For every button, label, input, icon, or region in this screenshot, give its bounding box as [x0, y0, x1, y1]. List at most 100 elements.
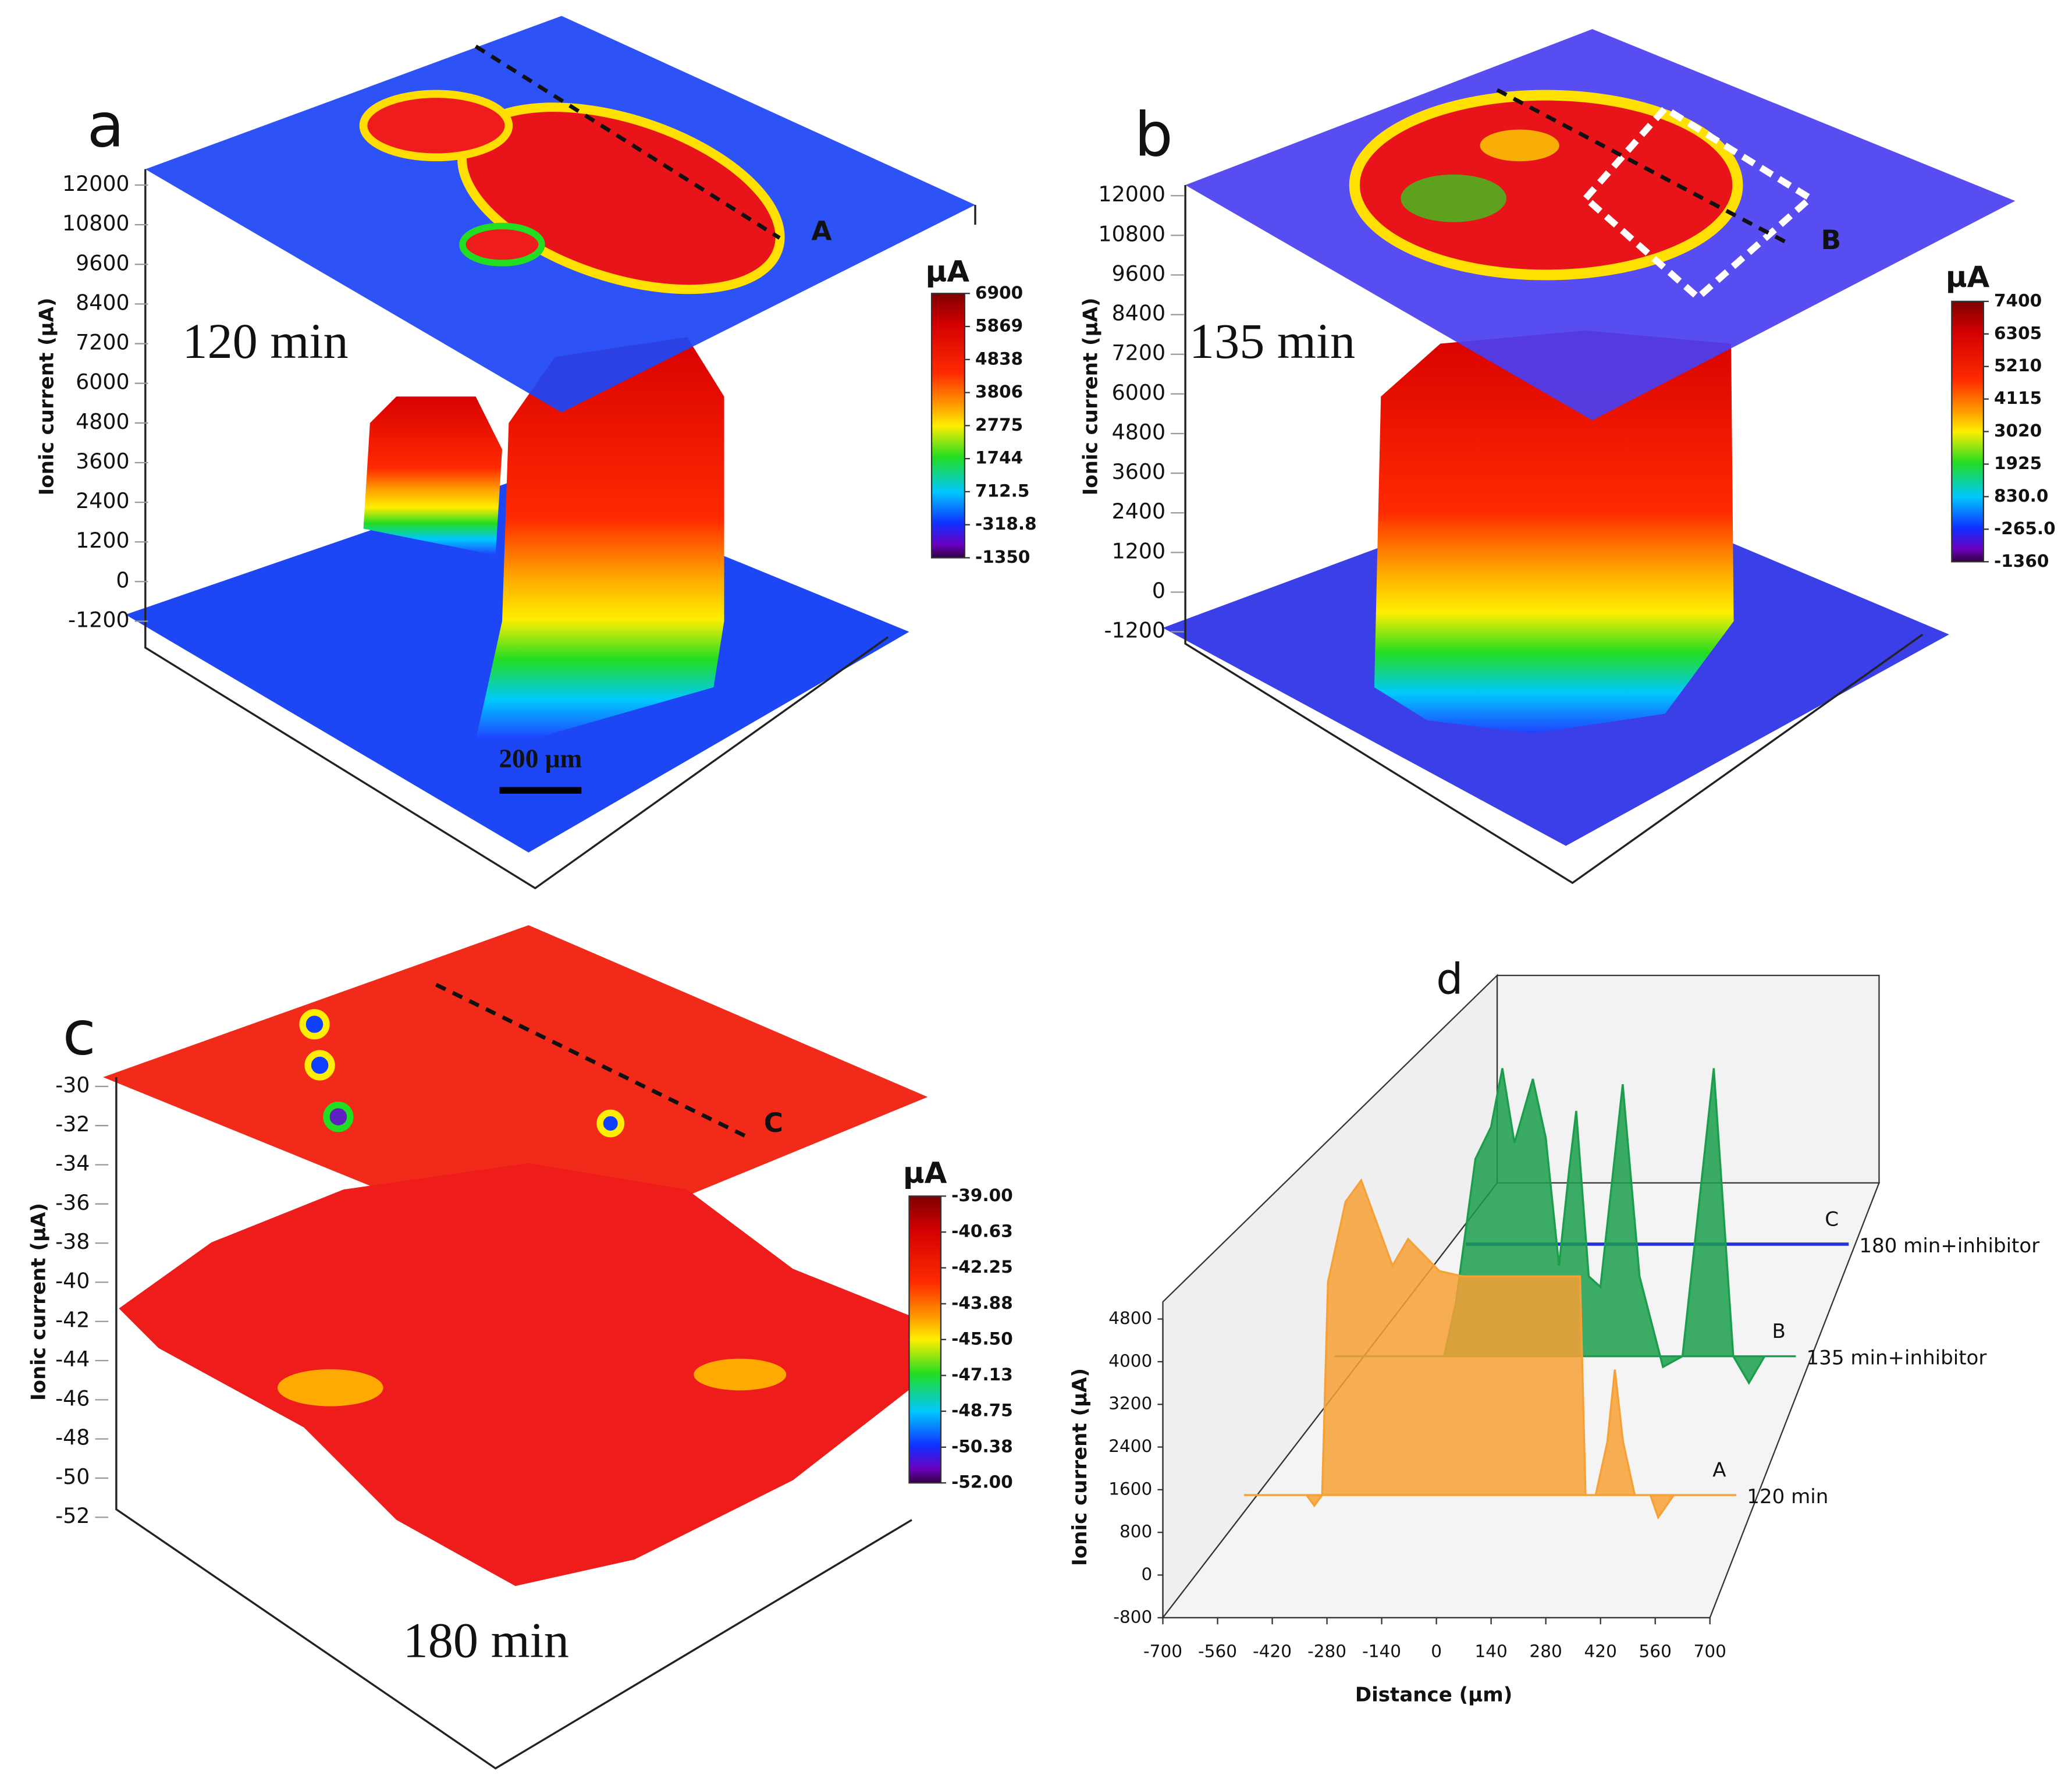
x-tick-label: -700 [1143, 1641, 1182, 1661]
z-tick-label: -30 [55, 1073, 90, 1098]
area [1334, 1068, 1796, 1385]
colorbar-tick-label: 1744 [975, 448, 1023, 468]
panel-b-art [1480, 129, 1559, 162]
panel-c-art [304, 1050, 335, 1081]
y-tick-label: -800 [1113, 1607, 1152, 1627]
y-tick-label: 1600 [1108, 1479, 1152, 1499]
z-tick-label: 1200 [76, 528, 129, 553]
z-tick-label: -50 [55, 1464, 90, 1489]
panel-c-art [103, 925, 928, 1770]
z-tick-label: 8400 [1112, 301, 1165, 326]
x-axis-label: Distance (μm) [1355, 1683, 1512, 1706]
colorbar-tick-label: 7400 [1994, 290, 2042, 310]
z-axis-label: Ionic current (μA) [35, 297, 58, 495]
panel-a-art [363, 396, 502, 555]
z-tick-label: 2400 [1112, 499, 1165, 524]
z-tick-label: -46 [55, 1386, 90, 1411]
colorbar-tick-label: 2775 [975, 415, 1023, 435]
z-tick-label: 7200 [76, 330, 129, 355]
x-tick-label: -280 [1307, 1641, 1346, 1661]
z-tick-label: 8400 [76, 290, 129, 315]
colorbar-tick-label: 712.5 [975, 481, 1029, 500]
colorbar-tick-label: 830.0 [1994, 486, 2048, 506]
panel-label: a [87, 90, 125, 161]
colorbar-tick-label: 4838 [975, 349, 1023, 368]
z-tick-label: -34 [55, 1151, 90, 1176]
colorbar-tick-label: -265.0 [1994, 519, 2056, 538]
x-tick-label: -140 [1362, 1641, 1401, 1661]
z-tick-label: 12000 [1098, 182, 1165, 207]
panel-b-art [1184, 185, 1924, 885]
charts: a 120 min Ionic current (μA) -1200 0 1200 2400… [27, 90, 2056, 1706]
panel-label: d [1436, 955, 1463, 1004]
panel-b-art [1581, 104, 1816, 302]
colorbar-tick-label: -50.38 [951, 1436, 1013, 1456]
x-tick-label: 560 [1639, 1641, 1672, 1661]
colorbar-tick-label: -318.8 [975, 514, 1037, 534]
z-tick-label: -32 [55, 1112, 90, 1137]
z-tick-label: -42 [55, 1308, 90, 1333]
colorbar-tick-label: 4115 [1994, 388, 2042, 408]
z-tick-label: -44 [55, 1347, 90, 1372]
colorbar-title: μA [1946, 260, 1990, 294]
line-label: B [1821, 225, 1842, 255]
colorbar [930, 293, 965, 559]
colorbar-title: μA [926, 255, 970, 289]
x-tick-label: 140 [1474, 1641, 1507, 1661]
y-tick-label: 2400 [1108, 1436, 1152, 1456]
z-tick-label: 7200 [1112, 340, 1165, 365]
panel-a-art [474, 44, 781, 240]
colorbar-tick-label: 3806 [975, 382, 1023, 402]
colorbar-tick-label: -48.75 [951, 1400, 1013, 1420]
legend-label: 135 min+inhibitor [1807, 1347, 1987, 1370]
legend-label: 120 min [1747, 1485, 1828, 1508]
panel-c-art [103, 925, 928, 1256]
line-label: A [811, 215, 831, 246]
z-tick-label: 12000 [62, 171, 130, 196]
panel-b-art [1163, 29, 2016, 885]
panel-label: c [63, 998, 96, 1069]
z-tick-label: -38 [55, 1229, 90, 1254]
panel-c-art [299, 1009, 330, 1040]
panel-b-art [1401, 174, 1506, 222]
series-letter: C [1825, 1208, 1839, 1231]
time-label: 120 min [182, 313, 348, 369]
y-tick-label: 4800 [1108, 1308, 1152, 1328]
panel-a-art [459, 222, 545, 267]
colorbar-tick-label: 3020 [1994, 421, 2042, 441]
colorbar-tick-label: -47.13 [951, 1365, 1013, 1384]
series-letter: A [1712, 1459, 1726, 1482]
colorbar-tick-label: 6305 [1994, 323, 2042, 343]
colorbar-tick-label: -40.63 [951, 1221, 1013, 1241]
panel-c-art [596, 1109, 625, 1138]
time-label: 180 min [403, 1612, 569, 1668]
z-tick-label: 10800 [62, 211, 130, 236]
z-tick-label: 0 [116, 567, 129, 592]
z-tick-label: -1200 [68, 607, 130, 632]
z-tick-label: 1200 [1112, 538, 1165, 563]
panel-c-art [115, 1077, 912, 1770]
colorbar-tick-label: -1350 [975, 547, 1030, 567]
legend-label: 180 min+inhibitor [1859, 1234, 2039, 1258]
y-tick-label: 3200 [1108, 1394, 1152, 1414]
x-tick-label: 280 [1529, 1641, 1562, 1661]
z-axis-label: Ionic current (μA) [1079, 297, 1102, 495]
panel-d-box [1496, 974, 1880, 1184]
colorbar-tick-label: -39.00 [951, 1185, 1013, 1205]
colorbar-tick-label: 5210 [1994, 356, 2042, 375]
colorbar-tick-label: -42.25 [951, 1257, 1013, 1277]
panel-c-art [277, 1369, 383, 1407]
panel-a-art [359, 90, 513, 162]
z-tick-label: 9600 [76, 250, 129, 275]
z-tick-label: -36 [55, 1190, 90, 1215]
x-tick-label: -560 [1198, 1641, 1237, 1661]
y-axis-label: Ionic current (μA) [1068, 1368, 1092, 1566]
panel-c-art [119, 1163, 925, 1586]
panel-c-art [323, 1102, 354, 1132]
z-tick-label: 10800 [1098, 221, 1165, 246]
panel-b-art [1374, 330, 1734, 734]
x-tick-label: -420 [1253, 1641, 1292, 1661]
panel-b-art [1349, 90, 1743, 280]
z-tick-label: 4800 [76, 409, 129, 434]
